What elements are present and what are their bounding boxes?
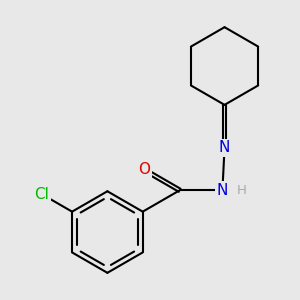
Text: O: O [139,163,151,178]
Text: N: N [217,183,228,198]
Text: H: H [237,184,247,197]
Text: N: N [219,140,230,155]
Text: Cl: Cl [34,187,49,202]
